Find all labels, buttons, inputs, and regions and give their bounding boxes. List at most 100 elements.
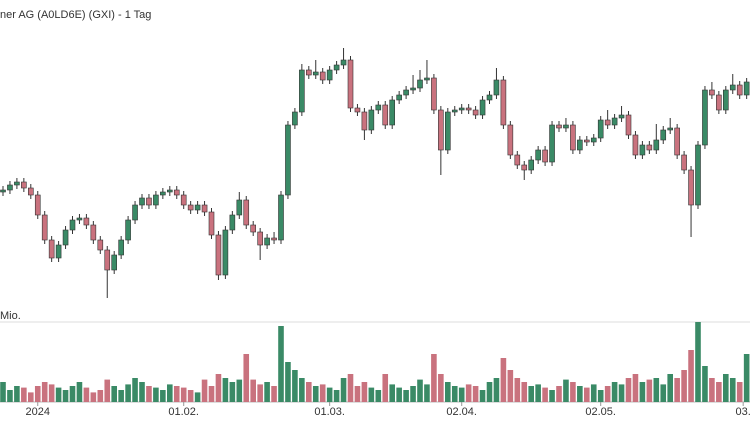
candle-body [326, 69, 333, 81]
volume-bar [236, 379, 243, 402]
candle-body [403, 89, 409, 96]
candle-body [132, 204, 138, 221]
candle-body [361, 111, 368, 131]
candle-body [347, 59, 354, 109]
volume-bar [597, 390, 604, 402]
volume-bar [528, 386, 534, 402]
volume-bar [403, 390, 409, 402]
volume-bar [500, 358, 507, 402]
candle-body [125, 219, 131, 241]
volume-bar [7, 390, 13, 402]
candle-body [278, 194, 284, 241]
candle-body [653, 139, 660, 151]
volume-bar [611, 382, 618, 402]
volume-bar [285, 362, 291, 402]
volume-bar [507, 370, 514, 402]
candle-body [702, 89, 708, 146]
volume-bar [173, 386, 180, 402]
candle-body [722, 89, 729, 111]
volume-bar [139, 382, 145, 402]
volume-bar [431, 354, 437, 402]
candle-body [667, 127, 674, 131]
volume-bar [69, 386, 76, 402]
volume-bar [521, 382, 528, 402]
volume-bar [104, 379, 111, 402]
candle-body [354, 107, 361, 113]
volume-bar [180, 387, 187, 402]
candle-body [215, 234, 222, 276]
volume-bar [28, 392, 34, 402]
volume-bar [465, 384, 472, 402]
volume-bar [424, 384, 430, 402]
candle-body [486, 94, 493, 101]
volume-bar [577, 386, 583, 402]
volume-bar [125, 384, 131, 402]
candle-body [146, 197, 152, 206]
volume-bar [632, 374, 639, 402]
volume-bar [83, 387, 90, 402]
candle-body [180, 194, 187, 206]
volume-bar [743, 354, 750, 402]
volume-bar [222, 378, 229, 402]
candle-body [500, 79, 507, 126]
candle-body [111, 254, 117, 271]
volume-bar [271, 386, 277, 402]
volume-bar [326, 387, 333, 402]
volume-bar [660, 384, 667, 402]
candle-body [333, 64, 340, 71]
candle-body [632, 134, 639, 156]
candle-body [257, 231, 263, 246]
volume-bar [257, 384, 263, 402]
volume-bar [570, 382, 576, 402]
volume-bar [132, 378, 138, 402]
volume-bar [535, 384, 541, 402]
volume-bar [618, 384, 625, 402]
candle-body [139, 197, 145, 206]
candle-body [674, 127, 680, 156]
candle-body [521, 164, 528, 171]
candle-body [173, 189, 180, 196]
volume-bar [201, 379, 208, 402]
candle-body [34, 194, 41, 216]
candle-body [590, 137, 597, 143]
candle-body [444, 111, 451, 151]
volume-bar [438, 374, 444, 402]
volume-bar [563, 379, 569, 402]
candle-body [55, 244, 62, 259]
candle-body [549, 124, 555, 163]
candle-body [340, 59, 347, 66]
volume-bar [549, 390, 555, 402]
candle-body [493, 79, 500, 96]
candle-body [0, 189, 6, 193]
x-tick-label: 02.05. [585, 406, 616, 418]
candle-body [597, 119, 604, 139]
volume-bar [556, 386, 562, 402]
volume-bar [716, 382, 722, 402]
volume-bar [97, 390, 104, 402]
volume-bar [639, 382, 646, 402]
candle-body [208, 211, 215, 236]
candle-body [7, 184, 13, 191]
candle-body [382, 104, 389, 126]
volume-bar [292, 370, 298, 402]
candle-body [83, 217, 90, 226]
candle-body [535, 149, 541, 161]
candle-body [292, 111, 298, 126]
candle-body [305, 69, 312, 76]
x-tick-label: 02.04. [446, 406, 477, 418]
candle-body [618, 114, 625, 119]
volume-bar [458, 387, 465, 402]
volume-bar [584, 387, 590, 402]
candle-body [743, 81, 750, 96]
volume-bar [396, 387, 402, 402]
volume-bar [187, 390, 194, 402]
candle-body [688, 169, 694, 206]
volume-bar [653, 378, 660, 402]
candle-body [69, 219, 76, 231]
candle-body [639, 144, 646, 156]
candle-body [604, 119, 611, 126]
volume-bar [736, 382, 743, 402]
volume-bar [62, 390, 69, 402]
candle-body [271, 237, 277, 241]
